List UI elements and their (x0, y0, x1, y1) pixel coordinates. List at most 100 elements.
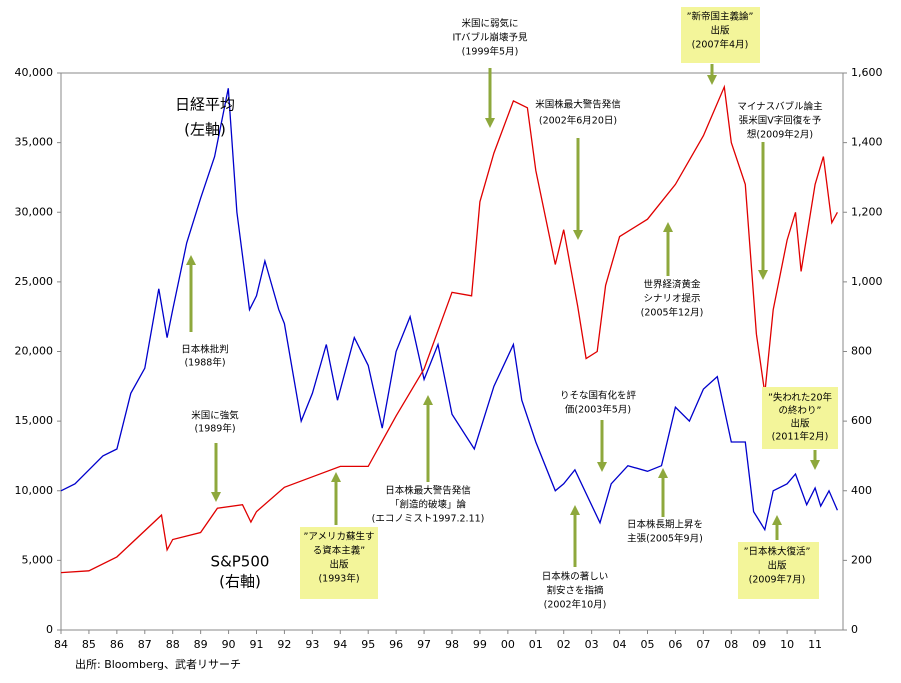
annotation-text: 米国に強気 (191, 410, 239, 422)
annotation-arrowhead (772, 515, 782, 525)
annotation-text: (2005年12月) (641, 307, 704, 319)
annotation-text: 出版 (767, 560, 787, 572)
annotation-text: 主張(2005年9月) (627, 533, 703, 545)
x-tick-label: 99 (473, 638, 487, 651)
annotation-arrowhead (186, 255, 196, 265)
y-tick-label: 40,000 (15, 66, 54, 79)
annotation-text: 米国株最大警告発信 (535, 99, 621, 111)
annotation-text: (エコノミスト1997.2.11) (372, 514, 485, 525)
annotation-arrowhead (331, 472, 341, 482)
annotation-text: 日本株批判 (181, 344, 229, 356)
series-line (60, 88, 838, 532)
y2-tick-label: 200 (851, 553, 872, 566)
annotation-text: 割安さを指摘 (546, 585, 604, 597)
x-tick-label: 94 (333, 638, 347, 651)
annotation-text: マイナスバブル論主 (737, 101, 822, 113)
annotation-text: 日本株最大警告発信 (385, 485, 471, 497)
y-tick-label: 35,000 (15, 136, 54, 149)
annotation-arrowhead (663, 222, 673, 232)
x-tick-label: 07 (696, 638, 710, 651)
y-tick-label: 0 (46, 623, 53, 636)
annotation-box (300, 527, 378, 599)
y2-tick-label: 1,200 (851, 205, 883, 218)
annotation-arrowhead (211, 492, 221, 502)
annotation-box (681, 7, 760, 63)
x-tick-label: 10 (780, 638, 794, 651)
x-tick-label: 08 (724, 638, 738, 651)
y-tick-label: 10,000 (15, 484, 54, 497)
annotation-arrowhead (573, 230, 583, 240)
annotation-text: ITバブル崩壊予見 (452, 32, 528, 44)
x-tick-label: 87 (138, 638, 152, 651)
x-tick-label: 89 (194, 638, 208, 651)
annotation-text: 出版 (710, 25, 730, 37)
annotation-text: 日本株長期上昇を (627, 519, 703, 531)
x-tick-label: 03 (585, 638, 599, 651)
annotation-text: の終わり” (779, 405, 822, 417)
y-tick-label: 30,000 (15, 205, 54, 218)
annotation-text: (1993年) (318, 573, 359, 585)
annotation-arrowhead (758, 270, 768, 280)
x-tick-label: 11 (808, 638, 822, 651)
series-label: S&P500 (211, 553, 270, 571)
annotation-text: (2009年7月) (749, 574, 806, 586)
annotation-text: (1999年5月) (462, 46, 519, 58)
y2-tick-label: 0 (851, 623, 858, 636)
annotation-arrowhead (810, 460, 820, 470)
x-tick-label: 05 (641, 638, 655, 651)
y2-tick-label: 1,000 (851, 275, 883, 288)
source: 出所: Bloomberg、武者リサーチ (75, 657, 241, 671)
annotation-arrowhead (485, 118, 495, 128)
annotation-arrowhead (423, 395, 433, 405)
y-tick-label: 15,000 (15, 414, 54, 427)
annotation-text: ”アメリカ蘇生す (304, 531, 375, 543)
y-tick-label: 5,000 (22, 553, 54, 566)
x-tick-label: 90 (222, 638, 236, 651)
x-tick-label: 84 (54, 638, 68, 651)
x-tick-label: 88 (166, 638, 180, 651)
annotation-text: ”失われた20年 (768, 392, 833, 404)
annotation-text: (2011年2月) (772, 431, 829, 443)
annotation-box (762, 387, 838, 449)
series-axis-note: (右軸) (219, 573, 261, 591)
annotation-text: (1989年) (194, 423, 235, 435)
x-tick-label: 02 (557, 638, 571, 651)
x-tick-label: 93 (305, 638, 319, 651)
annotation-text: 想(2009年2月) (747, 129, 813, 141)
annotation-text: 出版 (329, 559, 349, 571)
annotation-text: 張米国V字回復を予 (739, 115, 822, 127)
x-tick-label: 92 (277, 638, 291, 651)
x-tick-label: 09 (752, 638, 766, 651)
annotation-text: (1988年) (184, 357, 225, 369)
annotation-arrowhead (658, 468, 668, 478)
annotation-text: りそな国有化を評 (560, 390, 637, 402)
x-tick-label: 98 (445, 638, 459, 651)
annotation-text: ”新帝国主義論” (687, 11, 754, 23)
y2-tick-label: 400 (851, 484, 872, 497)
annotation-text: 価(2003年5月) (565, 404, 631, 416)
y-tick-label: 25,000 (15, 275, 54, 288)
x-tick-label: 85 (82, 638, 96, 651)
y2-tick-label: 1,400 (851, 136, 883, 149)
x-tick-label: 04 (613, 638, 627, 651)
annotation-text: 出版 (790, 418, 810, 430)
annotation-text: 日本株の著しい (542, 571, 609, 583)
annotation-text: (2002年10月) (544, 599, 607, 611)
annotation-arrowhead (707, 75, 717, 85)
y2-tick-label: 1,600 (851, 66, 883, 79)
annotation-text: (2002年6月20日) (539, 115, 617, 127)
annotation-arrowhead (570, 505, 580, 515)
series-label: 日経平均 (175, 96, 235, 114)
plot-frame (60, 72, 844, 631)
x-tick-label: 01 (529, 638, 543, 651)
x-tick-label: 95 (361, 638, 375, 651)
y-tick-label: 20,000 (15, 345, 54, 358)
y2-tick-label: 800 (851, 345, 872, 358)
annotation-arrowhead (597, 462, 607, 472)
annotation-box (738, 542, 819, 599)
x-tick-label: 06 (668, 638, 682, 651)
x-tick-label: 86 (110, 638, 124, 651)
x-tick-label: 96 (389, 638, 403, 651)
y2-tick-label: 600 (851, 414, 872, 427)
